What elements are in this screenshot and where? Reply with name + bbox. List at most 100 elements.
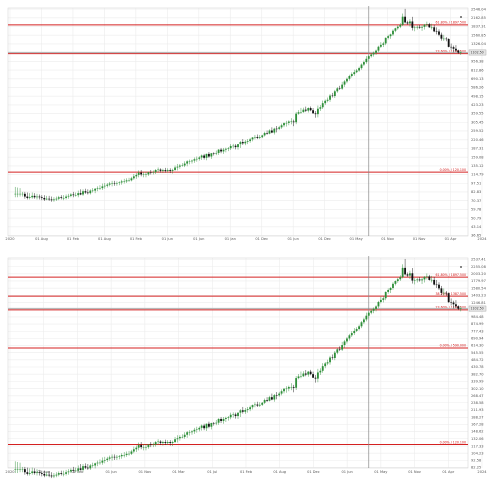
candle-body	[154, 169, 157, 173]
candle-body	[343, 81, 346, 85]
candle-body	[118, 456, 121, 457]
candle-body	[84, 466, 87, 468]
candle-body	[142, 447, 145, 448]
candle-body	[186, 161, 189, 164]
candle-body	[326, 99, 329, 101]
x-tick-label: 01 Aug	[35, 237, 48, 241]
candle-body	[287, 386, 290, 389]
candle-body	[418, 279, 421, 281]
candle-body	[455, 48, 457, 51]
y-tick-label: 167.28	[471, 423, 484, 427]
candle-body	[149, 172, 152, 173]
candle-body	[33, 195, 36, 198]
candle-body	[217, 149, 220, 153]
y-tick-label: 614.30	[471, 344, 484, 348]
candle-body	[115, 456, 118, 458]
candle-body	[103, 459, 106, 461]
candle-body	[159, 169, 162, 171]
candle-body	[438, 31, 440, 35]
candle-body	[157, 169, 160, 171]
candle-body	[232, 414, 235, 415]
candle-body	[62, 197, 65, 199]
candle-body	[19, 469, 21, 470]
candle-body	[195, 429, 198, 430]
x-tick-label: 01 Aug	[273, 470, 286, 474]
x-tick-label: 01 Nov	[413, 237, 427, 241]
x-tick-label: 01 Apr	[442, 470, 454, 474]
y-tick-label: 777.43	[471, 329, 484, 333]
candle-body	[21, 193, 24, 195]
candle-body	[53, 475, 55, 477]
candle-body	[457, 50, 460, 53]
y-tick-label: 2255.08	[471, 265, 487, 269]
candle-body	[372, 52, 375, 55]
candle-body	[94, 463, 97, 466]
x-tick-label: 01 Jun	[193, 237, 204, 241]
y-tick-label: 498.15	[471, 94, 484, 98]
y-tick-label: 1560.85	[471, 33, 486, 37]
y-tick-label: 874.99	[471, 322, 484, 326]
candle-body	[401, 267, 404, 278]
y-tick-label: 2003.20	[471, 272, 487, 276]
y-tick-label: 59.78	[471, 208, 482, 212]
candle-body	[392, 283, 394, 288]
y-tick-label: 188.27	[471, 416, 484, 420]
candle-body	[212, 153, 215, 154]
candle-body	[319, 370, 322, 373]
y-tick-label: 430.78	[471, 365, 484, 369]
candle-body	[377, 302, 380, 307]
level-label: 23.60% / 1106.500	[436, 306, 466, 310]
candle-body	[290, 121, 293, 123]
candle-body	[324, 100, 327, 104]
candle-body	[399, 24, 402, 27]
candle-body	[394, 28, 397, 31]
candle-body	[244, 141, 247, 144]
panel-menu-icon[interactable]	[460, 16, 462, 18]
candle-body	[300, 376, 302, 377]
level-label: 0.00% / 120.100	[440, 168, 466, 172]
panel-menu-icon[interactable]	[460, 266, 462, 268]
candle-body	[140, 172, 143, 175]
x-tick-label: 01 Apr	[445, 237, 457, 241]
candle-body	[43, 197, 46, 200]
candle-body	[239, 142, 242, 145]
x-tick-label: 01 Dec	[318, 237, 331, 241]
candle-body	[447, 293, 450, 303]
candle-body	[346, 78, 348, 82]
candle-body	[297, 112, 300, 114]
candle-body	[450, 302, 453, 303]
candle-body	[205, 153, 208, 158]
candle-body	[135, 447, 138, 450]
candle-body	[43, 473, 46, 476]
candle-body	[227, 148, 230, 149]
y-tick-label: 135.12	[471, 164, 484, 168]
y-tick-label: 117.33	[471, 444, 484, 448]
candle-body	[411, 21, 414, 28]
candle-body	[392, 30, 394, 35]
candle-body	[341, 84, 344, 89]
candle-body	[459, 308, 462, 310]
chart-panel-top[interactable]: 61.80% / 1897.500 23.60% / 1106.500 0.00% …	[5, 6, 487, 241]
candle-body	[57, 197, 60, 199]
chart-panel-bottom[interactable]: 61.80% / 1897.500 38.20% / 1387.500 23.60%…	[5, 256, 487, 479]
candle-body	[425, 276, 428, 277]
candle-body	[26, 196, 29, 198]
candle-body	[91, 190, 94, 192]
candle-body	[309, 108, 312, 111]
x-tick-label: 01 Jan	[225, 237, 236, 241]
candle-body	[428, 24, 431, 28]
candle-body	[314, 113, 317, 115]
candle-body	[174, 439, 176, 443]
candle-body	[343, 341, 346, 346]
candle-body	[346, 338, 348, 342]
candle-body	[220, 418, 222, 421]
y-tick-label: 586.26	[471, 86, 484, 90]
x-tick-label: 2020	[5, 470, 15, 474]
x-tick-label: 2024	[477, 237, 487, 241]
x-tick-label: 01 Jun	[288, 237, 299, 241]
y-tick-label: 984.48	[471, 315, 484, 319]
x-tick-label: 01 Nov	[408, 470, 422, 474]
candle-body	[200, 425, 203, 428]
candle-body	[404, 16, 407, 23]
